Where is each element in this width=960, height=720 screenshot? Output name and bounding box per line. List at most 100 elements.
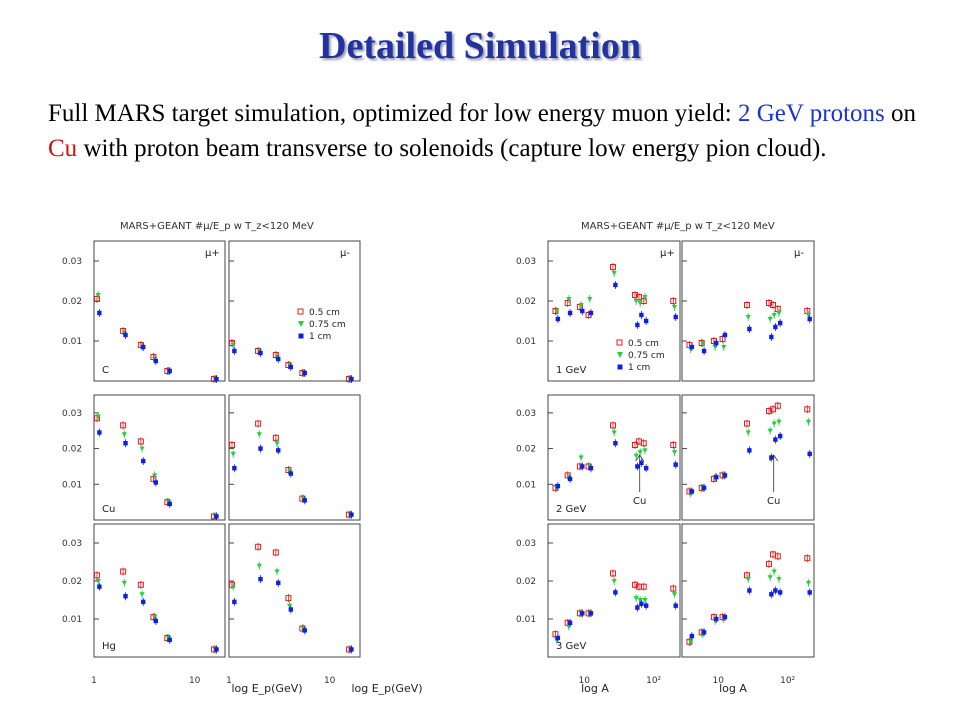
y-tick-label: 0.01: [62, 337, 82, 347]
data-point: [567, 620, 573, 625]
data-point: [631, 442, 638, 448]
data-point: [611, 271, 617, 276]
y-tick-label: 0.02: [62, 577, 82, 587]
data-point: [214, 514, 219, 519]
data-point: [214, 376, 219, 382]
data-point: [230, 584, 236, 590]
y-tick-label: 0.02: [516, 445, 536, 455]
data-point: [588, 611, 594, 616]
x-axis-label: log A: [719, 682, 747, 695]
data-point: [701, 348, 707, 354]
data-point: [807, 451, 812, 457]
data-point: [609, 570, 616, 577]
data-point: [670, 298, 677, 304]
data-point: [769, 592, 774, 597]
data-point: [276, 448, 281, 453]
data-point: [689, 489, 695, 494]
panel-frame: [547, 523, 681, 658]
data-point: [642, 448, 648, 453]
y-tick-label: 0.01: [62, 615, 82, 625]
legend-label: 0.5 cm: [309, 308, 340, 318]
data-point: [228, 442, 235, 448]
intro-text-part: Full MARS target simulation, optimized f…: [48, 100, 738, 127]
data-point: [714, 616, 719, 622]
data-point: [670, 442, 677, 448]
y-tick-label: 0.03: [516, 409, 536, 419]
data-point: [771, 569, 777, 575]
data-point: [765, 560, 772, 567]
data-point: [302, 498, 307, 503]
y-tick-label: 0.03: [516, 257, 536, 267]
x-axis-label: log E_p(GeV): [231, 682, 302, 695]
legend-label: 0.75 cm: [309, 320, 346, 330]
data-point: [631, 581, 638, 588]
legend-marker: [617, 364, 623, 370]
data-point: [97, 584, 102, 589]
panel-1-1: [228, 394, 361, 521]
data-point: [609, 422, 616, 429]
data-point: [805, 313, 812, 318]
panel-2-0: 0.01 0.02 0.03 3 GeV 10 10² log A: [516, 523, 681, 695]
panel-0-0: 0.01 0.02 0.03 μ+ 1 GeV 0.5 cm 0.75 cm 1 cm: [516, 240, 681, 382]
data-point: [747, 588, 752, 593]
data-point: [805, 580, 812, 586]
panel-0-1: μ-: [681, 240, 815, 382]
data-point: [701, 485, 707, 491]
data-point: [153, 618, 159, 624]
row-label: Cu: [102, 504, 115, 515]
y-tick-label: 0.03: [516, 539, 536, 549]
data-point: [642, 598, 648, 603]
x-tick-label: 10: [324, 676, 336, 686]
data-point: [578, 303, 584, 308]
panel-1-0: 0.01 0.02 0.03 Cu: [62, 394, 226, 521]
data-point: [230, 343, 236, 348]
data-point: [637, 301, 643, 306]
data-point: [97, 430, 102, 435]
data-point: [639, 601, 644, 606]
y-tick-label: 0.02: [62, 297, 82, 307]
data-point: [588, 310, 594, 316]
data-point: [643, 466, 649, 471]
data-point: [774, 402, 781, 409]
legend-label: 1 cm: [628, 363, 650, 373]
data-point: [747, 448, 752, 453]
data-point: [714, 340, 719, 346]
annotation-arrowhead: [769, 454, 779, 462]
x-axis-label: log A: [581, 682, 609, 695]
data-point: [276, 356, 281, 362]
row-label: 3 GeV: [556, 641, 586, 652]
data-point: [671, 592, 678, 597]
data-point: [167, 368, 172, 374]
data-point: [639, 312, 644, 318]
x-tick-label: 1: [226, 676, 232, 686]
data-point: [255, 420, 262, 427]
row-label: C: [102, 365, 109, 376]
data-point: [232, 348, 237, 354]
data-point: [566, 297, 572, 302]
panel-frame: [681, 240, 815, 382]
data-point: [567, 476, 573, 482]
data-point: [745, 577, 751, 582]
data-point: [773, 437, 778, 442]
data-point: [555, 316, 561, 322]
annotation-label: Cu: [767, 496, 780, 507]
legend-marker: [298, 333, 304, 339]
data-point: [640, 583, 647, 590]
panel-frame: [681, 394, 815, 521]
x-axis-label: log E_p(GeV): [351, 682, 422, 695]
data-point: [274, 441, 280, 446]
data-point: [141, 458, 146, 464]
data-point: [167, 637, 172, 643]
data-point: [769, 302, 776, 308]
data-point: [804, 555, 811, 562]
data-point: [121, 580, 127, 586]
panel-2-1: 10 10² log A: [681, 523, 815, 695]
legend-marker: [297, 308, 304, 315]
data-point: [141, 599, 146, 605]
figure-title: MARS+GEANT #μ/E_p w T_z<120 MeV: [581, 221, 775, 232]
panel-2-1: 1 10 log E_p(GeV): [226, 523, 423, 695]
data-point: [771, 313, 777, 318]
data-point: [214, 647, 219, 652]
panel-frame: [228, 394, 361, 521]
data-point: [580, 308, 585, 314]
